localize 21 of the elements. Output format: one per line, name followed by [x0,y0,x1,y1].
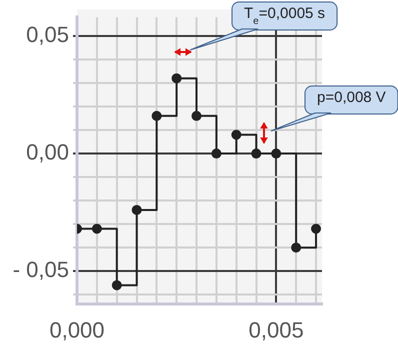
point [112,280,122,290]
y-tick-label: - 0,05 [12,257,69,282]
annotation: p=0,008 V [317,89,386,106]
point [231,130,242,140]
annotation: T$_{e}$=0,0005 s [244,5,326,26]
point [172,73,182,84]
x-tick-label: 0,000 [49,317,105,342]
point [251,148,262,159]
y-tick-label: 0,05 [26,22,69,48]
point [211,148,222,159]
point [271,148,282,159]
point [291,242,302,253]
point [132,204,142,215]
x-tick-label: 0,005 [248,317,304,342]
point [192,110,202,121]
point [92,224,102,234]
point [311,224,322,234]
callout-box: p=0,008 V [270,86,398,132]
point [152,110,162,121]
y-tick-label: 0,00 [26,140,69,165]
callout-box: T$_{e}$=0,0005 s [190,2,338,50]
